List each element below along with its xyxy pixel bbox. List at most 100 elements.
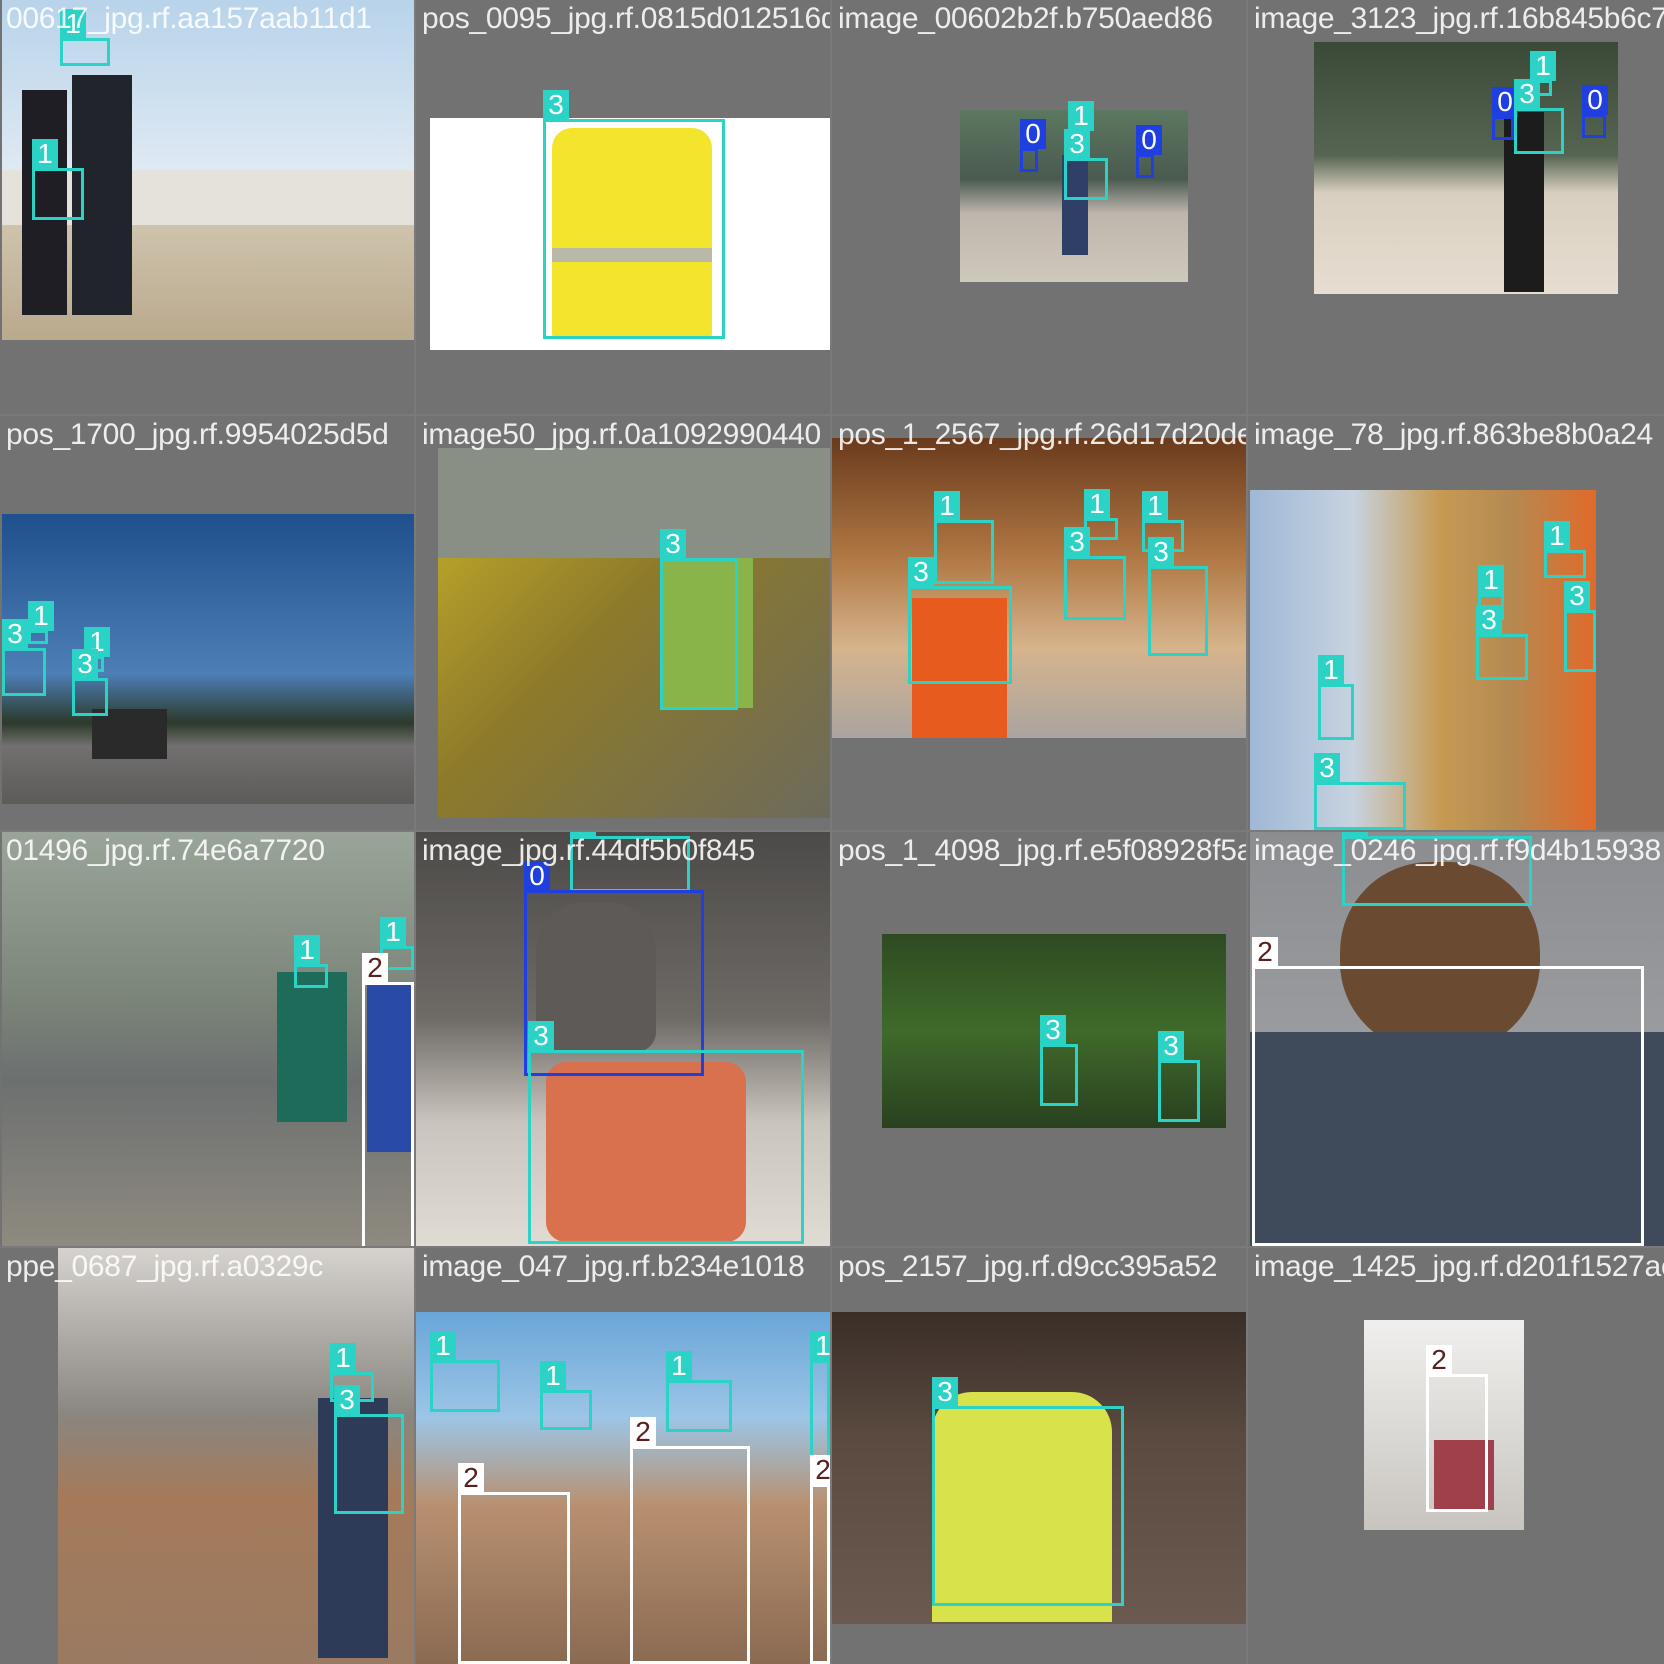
detection-box: 2 — [630, 1417, 750, 1664]
tile-filename: pos_1_4098_jpg.rf.e5f08928f5a — [838, 834, 1246, 867]
photo-gallery-visitor — [832, 1312, 1246, 1624]
detection-box: 3 — [2, 619, 46, 696]
detection-box: 1 — [430, 1331, 500, 1412]
class-label: 1 — [294, 935, 320, 965]
detection-box: 0 — [1020, 119, 1046, 172]
detection-box: 1 — [540, 1361, 592, 1430]
tile-2: pos_0095_jpg.rf.0815d012516d2164289602b2… — [416, 0, 830, 414]
class-label: 2 — [810, 1455, 830, 1485]
tile-11: pos_1_4098_jpg.rf.e5f08928f5a 3 3 — [832, 832, 1246, 1246]
class-label: 3 — [1148, 537, 1174, 567]
tile-filename: pos_2157_jpg.rf.d9cc395a52 — [838, 1250, 1218, 1283]
detection-box: 0 — [1582, 85, 1608, 138]
class-label: 3 — [908, 557, 934, 587]
tile-filename: image_00602b2f.b750aed86 — [838, 2, 1213, 35]
tile-filename: 00617_jpg.rf.aa157aab11d1 — [6, 2, 372, 35]
tile-14: image_047_jpg.rf.b234e1018 1 1 2 1 2 1 2 — [416, 1248, 830, 1664]
class-label: 3 — [1476, 605, 1502, 635]
photo-collage-machinery — [438, 448, 830, 818]
class-label: 2 — [362, 953, 388, 983]
class-label: 3 — [2, 619, 28, 649]
class-label: 3 — [660, 529, 686, 559]
detection-box: 3 — [1064, 527, 1126, 620]
class-label: 3 — [1040, 1015, 1066, 1045]
class-label: 1 — [540, 1361, 566, 1391]
class-label: 1 — [60, 9, 86, 39]
detection-box: 0 — [1136, 125, 1162, 178]
detection-box: 2 — [1252, 937, 1644, 1246]
tile-7: pos_1_2567_jpg.rf.26d17d20de2 1 3 1 3 1 … — [832, 416, 1246, 830]
class-label: 3 — [1564, 581, 1590, 611]
detection-box: 1 — [666, 1351, 732, 1432]
class-label: 0 — [1492, 87, 1518, 117]
tile-filename: image_047_jpg.rf.b234e1018 — [422, 1250, 805, 1283]
photo-site-entrance — [58, 1248, 414, 1664]
photo-open-field — [2, 514, 414, 804]
photo-portrait-worker — [1250, 832, 1664, 1246]
photo-officials-helmets — [416, 1312, 830, 1664]
class-label: 2 — [1426, 1345, 1452, 1375]
tile-16: image_1425_jpg.rf.d201f1527aeea 2 — [1248, 1248, 1664, 1664]
class-label: 0 — [524, 861, 550, 891]
class-label: 2 — [1252, 937, 1278, 967]
tile-10: image_jpg.rf.44df5b0f845 1 0 3 — [416, 832, 830, 1246]
detection-box: 1 — [60, 9, 110, 66]
photo-worker-gate — [1314, 42, 1618, 294]
class-label: 1 — [380, 917, 406, 947]
detection-box: 3 — [1148, 537, 1208, 656]
class-label: 3 — [72, 649, 98, 679]
tile-filename: image_jpg.rf.44df5b0f845 — [422, 834, 756, 867]
class-label: 3 — [1514, 79, 1540, 109]
tile-9: 01496_jpg.rf.74e6a7720 1 1 2 — [0, 832, 414, 1246]
tile-4: image_3123_jpg.rf.16b845b6c7 0 1 3 0 — [1248, 0, 1664, 414]
tile-8: image_78_jpg.rf.863be8b0a24 1 3 1 3 1 3 — [1248, 416, 1664, 830]
class-label: 1 — [810, 1331, 830, 1361]
tile-filename: image_3123_jpg.rf.16b845b6c7 — [1254, 2, 1664, 35]
photo-stop-hand — [416, 832, 830, 1246]
detection-box: 3 — [543, 90, 725, 339]
detection-box: 3 — [660, 529, 738, 710]
tile-filename: image_1425_jpg.rf.d201f1527aeea — [1254, 1250, 1664, 1283]
class-label: 3 — [1064, 129, 1090, 159]
tile-1: 00617_jpg.rf.aa157aab11d1 1 1 — [0, 0, 414, 414]
class-label: 1 — [1544, 521, 1570, 551]
detection-box: 3 — [1476, 605, 1528, 680]
tile-13: ppe_0687_jpg.rf.a0329c 1 3 — [0, 1248, 414, 1664]
photo-yellow-vest — [430, 118, 830, 350]
detection-box: 1 — [1342, 832, 1532, 906]
detection-box: 1 — [1530, 51, 1556, 96]
class-label: 3 — [1314, 753, 1340, 783]
class-label: 1 — [28, 601, 54, 631]
class-label: 1 — [1478, 565, 1504, 595]
tile-filename: ppe_0687_jpg.rf.a0329c — [6, 1250, 324, 1283]
detection-box: 1 — [32, 139, 84, 220]
class-label: 3 — [528, 1021, 554, 1051]
tile-filename: pos_0095_jpg.rf.0815d012516d2164289602b2… — [422, 2, 830, 35]
tile-5: pos_1700_jpg.rf.9954025d5d 1 3 1 3 — [0, 416, 414, 830]
tile-filename: image_78_jpg.rf.863be8b0a24 — [1254, 418, 1653, 451]
class-label: 1 — [934, 491, 960, 521]
detection-box: 3 — [908, 557, 1012, 684]
class-label: 2 — [630, 1417, 656, 1447]
tile-filename: image_0246_jpg.rf.f9d4b15938 — [1254, 834, 1661, 867]
tile-12: image_0246_jpg.rf.f9d4b15938 1 2 — [1248, 832, 1664, 1246]
detection-box: 1 — [294, 935, 328, 988]
detection-box: 1 — [1544, 521, 1586, 578]
class-label: 1 — [1084, 489, 1110, 519]
class-label: 0 — [1582, 85, 1608, 115]
detection-box: 3 — [1564, 581, 1596, 672]
detection-box: 2 — [1426, 1345, 1488, 1512]
tile-15: pos_2157_jpg.rf.d9cc395a52 3 — [832, 1248, 1246, 1664]
detection-box: 1 — [810, 1331, 830, 1460]
detection-box: 0 — [1492, 87, 1518, 140]
photo-timber-frame — [832, 438, 1246, 738]
detection-box: 3 — [1064, 129, 1108, 200]
class-label: 1 — [1068, 101, 1094, 131]
class-label: 1 — [330, 1343, 356, 1373]
detection-box: 2 — [458, 1463, 570, 1664]
detection-box: 3 — [334, 1385, 404, 1514]
detection-box: 3 — [1514, 79, 1564, 154]
detection-box: 3 — [1040, 1015, 1078, 1106]
detection-box: 1 — [1318, 655, 1354, 740]
